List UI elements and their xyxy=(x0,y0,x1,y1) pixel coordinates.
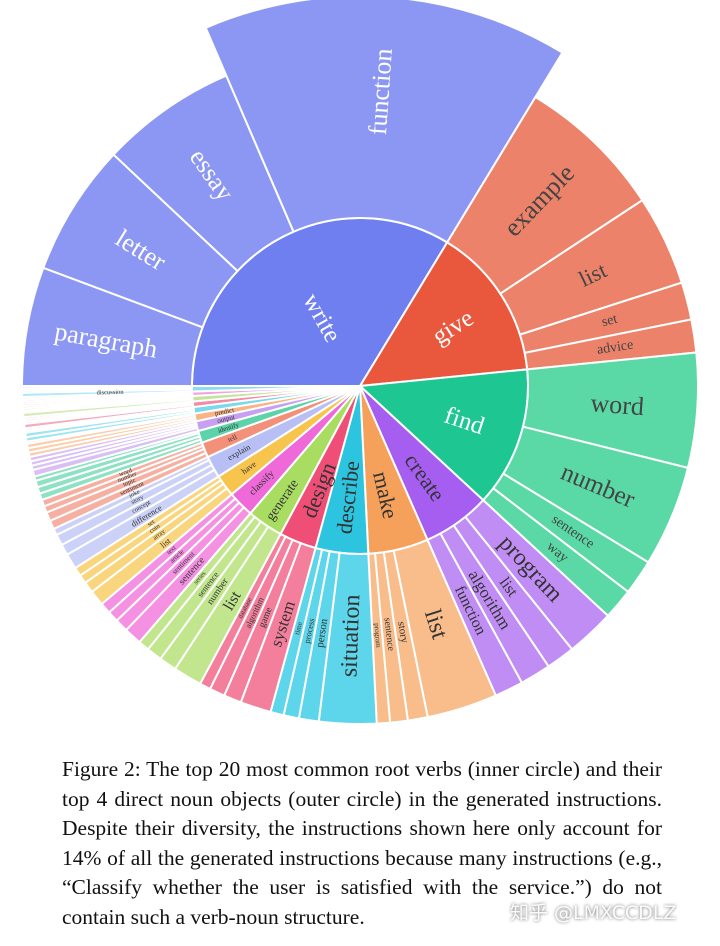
noun-label-give-advice: advice xyxy=(596,338,634,358)
noun-label-give-set: set xyxy=(600,312,619,330)
sunburst-svg: writeparagraphletteressayfunctiongiveexa… xyxy=(20,0,699,725)
noun-label-explain-joke: joke xyxy=(127,488,141,500)
noun-label-tell-topic: topic xyxy=(122,477,137,489)
noun-slice-write-function-3 xyxy=(204,0,564,244)
noun-label-classify-text: text xyxy=(166,544,178,556)
noun-label-unlabeled-discussion: discussion xyxy=(96,389,124,397)
noun-label-write-function: function xyxy=(363,47,398,135)
noun-slice-unlabeled-unlabeled-3 xyxy=(20,385,194,390)
verb-label-tell: tell xyxy=(227,433,238,444)
noun-label-make-story: story xyxy=(395,621,411,645)
watermark-text: 知乎 @LMXCCDLZ xyxy=(510,902,677,924)
figure-caption: Figure 2: The top 20 most common root ve… xyxy=(62,757,662,929)
noun-label-describe-situation: situation xyxy=(336,594,365,678)
noun-label-make-sentence: sentence xyxy=(381,617,396,651)
noun-label-tell-word: word xyxy=(118,467,134,478)
noun-label-make-program: program xyxy=(373,623,383,648)
verb-label-predict: predict xyxy=(214,406,235,418)
noun-label-have-set: set xyxy=(146,518,156,528)
noun-label-find-word: word xyxy=(590,388,645,421)
noun-label-describe-time: time xyxy=(293,621,304,635)
noun-label-describe-person: person xyxy=(314,617,330,648)
sunburst-chart: write paragraph letter essay function give exa… xyxy=(20,0,699,725)
